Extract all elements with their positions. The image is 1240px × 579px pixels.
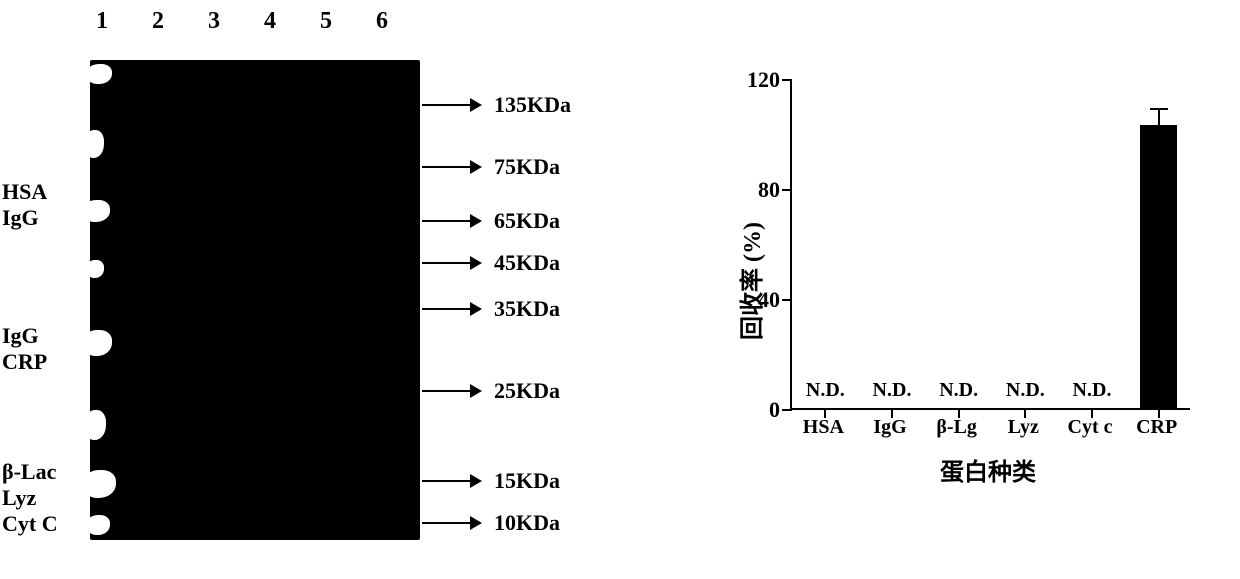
gel-protein-label: CRP bbox=[2, 350, 47, 374]
chart-xtick-label: Cyt c bbox=[1068, 416, 1113, 439]
gel-mw-row: 65KDa bbox=[422, 208, 560, 234]
gel-protein-label: Cyt C bbox=[2, 512, 58, 536]
gel-mw-label: 25KDa bbox=[494, 378, 560, 404]
gel-protein-label: β-Lac bbox=[2, 460, 56, 484]
chart-ytick-label: 80 bbox=[758, 177, 780, 203]
arrow-icon bbox=[422, 522, 480, 524]
gel-protein-label: Lyz bbox=[2, 486, 36, 510]
chart-ytick bbox=[782, 189, 792, 191]
chart-y-axis-title: 回收率 (%) bbox=[732, 222, 767, 340]
gel-image bbox=[90, 60, 420, 540]
chart-ytick-label: 40 bbox=[758, 287, 780, 313]
chart-nd-label: N.D. bbox=[939, 379, 978, 402]
lane-number: 6 bbox=[372, 8, 392, 35]
gel-mw-row: 10KDa bbox=[422, 510, 560, 536]
arrow-icon bbox=[422, 308, 480, 310]
gel-mw-label: 35KDa bbox=[494, 296, 560, 322]
gel-lane-numbers: 1 2 3 4 5 6 bbox=[92, 8, 392, 35]
arrow-icon bbox=[422, 262, 480, 264]
gel-mw-label: 45KDa bbox=[494, 250, 560, 276]
arrow-icon bbox=[422, 166, 480, 168]
gel-mw-row: 75KDa bbox=[422, 154, 560, 180]
arrow-icon bbox=[422, 390, 480, 392]
gel-mw-label: 10KDa bbox=[494, 510, 560, 536]
chart-xtick-label: IgG bbox=[873, 416, 906, 439]
chart-plot-area: N.D. N.D. N.D. N.D. N.D. bbox=[790, 80, 1190, 410]
chart-nd-label: N.D. bbox=[1073, 379, 1112, 402]
arrow-icon bbox=[422, 104, 480, 106]
figure-container: 123456 HSAIgGIgGCRPβ-LacLyzCyt C 135KDa7… bbox=[0, 0, 1240, 579]
recovery-bar-chart: N.D.N.D.N.D.N.D.N.D. 回收率 (%) 蛋白种类 040801… bbox=[790, 80, 1190, 410]
chart-errorcap bbox=[1150, 108, 1168, 110]
chart-ytick bbox=[782, 79, 792, 81]
chart-x-axis-title: 蛋白种类 bbox=[940, 452, 1036, 487]
chart-xtick-label: Lyz bbox=[1008, 416, 1039, 439]
arrow-icon bbox=[422, 220, 480, 222]
gel-mw-row: 45KDa bbox=[422, 250, 560, 276]
arrow-icon bbox=[422, 480, 480, 482]
gel-mw-label: 75KDa bbox=[494, 154, 560, 180]
chart-ytick-label: 0 bbox=[769, 397, 780, 423]
gel-mw-label: 135KDa bbox=[494, 92, 571, 118]
gel-left-edge bbox=[84, 60, 124, 540]
chart-nd-label: N.D. bbox=[873, 379, 912, 402]
chart-ytick bbox=[782, 409, 792, 411]
lane-number: 2 bbox=[148, 8, 168, 35]
chart-panel: N.D. N.D. N.D. N.D. N.D. 回收率 (%) 蛋白种类 0 40 80 1… bbox=[660, 0, 1220, 579]
gel-protein-label: IgG bbox=[2, 206, 39, 230]
gel-mw-row: 15KDa bbox=[422, 468, 560, 494]
chart-bar bbox=[1140, 125, 1177, 408]
chart-xtick-label: HSA bbox=[803, 416, 844, 439]
gel-mw-row: 35KDa bbox=[422, 296, 560, 322]
chart-nd-label: N.D. bbox=[1006, 379, 1045, 402]
gel-mw-label: 15KDa bbox=[494, 468, 560, 494]
gel-mw-row: 25KDa bbox=[422, 378, 560, 404]
lane-number: 1 bbox=[92, 8, 112, 35]
gel-mw-label: 65KDa bbox=[494, 208, 560, 234]
chart-nd-label: N.D. bbox=[806, 379, 845, 402]
lane-number: 3 bbox=[204, 8, 224, 35]
gel-protein-label: IgG bbox=[2, 324, 39, 348]
lane-number: 4 bbox=[260, 8, 280, 35]
chart-xtick-label: CRP bbox=[1136, 416, 1177, 439]
chart-errorbar bbox=[1158, 108, 1160, 127]
gel-panel: 123456 HSAIgGIgGCRPβ-LacLyzCyt C 135KDa7… bbox=[0, 0, 660, 579]
gel-protein-label: HSA bbox=[2, 180, 47, 204]
chart-ytick-label: 120 bbox=[747, 67, 780, 93]
gel-mw-row: 135KDa bbox=[422, 92, 571, 118]
chart-ytick bbox=[782, 299, 792, 301]
lane-number: 5 bbox=[316, 8, 336, 35]
chart-xtick-label: β-Lg bbox=[936, 416, 977, 439]
